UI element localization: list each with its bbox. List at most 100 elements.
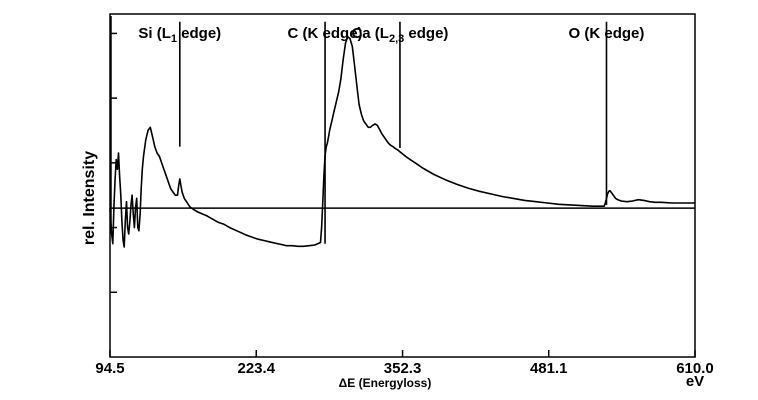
spectrum-point [325,146,327,148]
spectrum-point [351,45,353,48]
spectrum-point [632,200,634,202]
spectrum-point [340,78,342,80]
spectrum-point [201,213,204,215]
spectrum-point [410,159,412,161]
spectrum-point [122,239,124,242]
spectrum-point [127,227,129,229]
spectrum-point [385,139,387,141]
spectrum-point [335,100,337,102]
spectrum-point [174,194,176,196]
spectrum-point [326,142,328,144]
x-tick-label: 610.0 [676,360,714,377]
x-tick-label: 94.5 [95,360,124,377]
edge-label-tail: edge) [177,25,221,42]
spectrum-point [671,202,673,204]
spectrum-point [263,239,265,242]
edge-label-subscript: 1 [171,33,177,45]
spectrum-point [535,201,537,203]
spectrum-point [416,163,418,165]
x-tick-label: 223.4 [238,360,276,377]
spectrum-point [137,227,139,229]
edge-label-main: O (K edge) [569,25,645,42]
spectrum-point [378,128,381,130]
spectrum-point [132,214,134,216]
spectrum-point [130,204,132,206]
spectrum-point [612,194,614,196]
spectrum-point [170,188,172,190]
spectrum-point [197,211,199,213]
spectrum-point [184,199,187,201]
spectrum-point [338,91,340,93]
spectrum-point [422,167,424,169]
spectrum-point [683,202,685,204]
spectrum-point [234,229,236,231]
spectrum-point [133,227,135,229]
spectrum-point [179,178,181,180]
spectrum-point [321,227,323,229]
spectrum-point [608,190,610,192]
tick-labels: 94.5 223.4 352.3 481.1 610.0 [95,360,713,377]
spectrum-point [217,221,219,223]
spectrum-point [333,110,335,112]
x-tick-label: 352.3 [384,360,422,377]
spectrum-point [246,234,248,236]
spectrum-point [123,246,125,248]
spectrum-point [251,236,253,238]
spectrum-point [183,197,185,199]
spectrum-point [369,126,371,128]
spectrum-point [154,146,156,148]
spectrum-point [131,194,133,196]
spectrum-point [649,201,651,203]
spectrum-point [113,204,115,206]
spectrum-point [120,194,122,196]
edge-markers: Si (L1 edge) C (K edge)Ca (L2,3 edge) O (K… [138,21,645,244]
spectrum-point [291,245,293,247]
spectrum-point [176,194,179,196]
spectrum-point [654,201,656,203]
spectrum-point [347,36,349,38]
spectrum-point [302,245,305,247]
spectrum-point [125,201,128,203]
spectrum-point [660,201,662,203]
x-axis-label: ΔE (Energyloss) [339,376,432,390]
x-tick-label: 481.1 [530,360,568,377]
spectrum-point [116,168,118,170]
x-axis-unit: eV [686,373,704,390]
spectrum-point [322,201,324,203]
spectrum-point [349,38,351,40]
spectrum-point [165,175,167,177]
spectrum-point [615,197,617,199]
spectrum-point [444,179,446,181]
spectrum-point [189,206,191,208]
spectrum-point [356,84,358,86]
spectrum-point [142,155,145,157]
spectrum-point [388,142,390,144]
spectrum-point [524,199,526,201]
spectrum-point [329,129,331,132]
spectrum-point [136,197,138,199]
edge-label-main: C (K edge) [288,25,363,42]
spectrum-point [367,126,369,128]
spectrum-point [167,181,169,183]
spectrum-point [139,214,141,216]
spectrum-point [319,241,322,244]
spectrum-point [180,184,182,187]
spectrum-point [694,202,696,204]
edge-label: C (K edge) [288,25,363,42]
spectrum-point [592,205,594,207]
spectrum-point [392,146,394,148]
spectrum-point [354,65,356,67]
spectrum-point [285,245,288,247]
spectrum-point [626,201,628,203]
spectrum-point [433,173,435,176]
spectrum-point [381,133,383,135]
spectrum-point [617,199,619,201]
data-layer [109,16,696,248]
spectrum-point [323,175,325,177]
spectrum-point [138,230,140,232]
edge-label: Si (L1 edge) [138,25,221,45]
spectrum-point [342,58,344,60]
spectrum-point [182,194,184,196]
spectrum-point [512,197,515,199]
